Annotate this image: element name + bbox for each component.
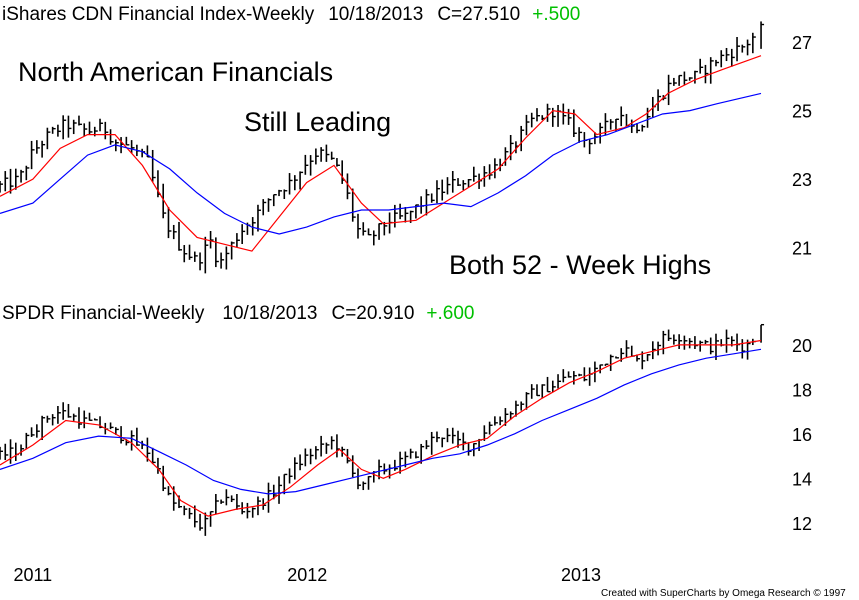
top-chart-header: iShares CDN Financial Index-Weekly 10/18/…: [2, 4, 580, 25]
bottom-chart-price-bars: [0, 323, 765, 536]
x-tick-label: 2012: [287, 565, 327, 585]
bottom-chart-change: +.600: [426, 303, 474, 324]
y-tick-label: 23: [792, 170, 812, 190]
y-tick-label: 12: [792, 514, 812, 534]
bottom-chart-y-axis: 20 18 16 14 12: [792, 336, 812, 534]
y-tick-label: 14: [792, 469, 812, 489]
top-chart-panel: iShares CDN Financial Index-Weekly 10/18/…: [0, 4, 812, 280]
y-tick-label: 21: [792, 239, 812, 259]
top-chart-title: iShares CDN Financial Index-Weekly: [2, 4, 315, 25]
bottom-chart-title: SPDR Financial-Weekly: [2, 303, 205, 324]
x-tick-label: 2013: [561, 565, 601, 585]
bottom-chart-date: 10/18/2013: [222, 303, 317, 324]
bottom-chart-close: C=20.910: [331, 303, 414, 324]
top-chart-y-axis: 27 25 23 21: [792, 33, 812, 259]
credit-footer: Created with SuperCharts by Omega Resear…: [601, 588, 846, 599]
annotation-still-leading: Still Leading: [244, 107, 391, 137]
annotation-52-week-highs: Both 52 - Week Highs: [449, 250, 711, 280]
y-tick-label: 20: [792, 336, 812, 356]
x-axis: 2011 2012 2013: [13, 565, 601, 585]
annotation-north-american: North American Financials: [18, 57, 333, 87]
bottom-chart-long-ma-line: [0, 348, 762, 495]
y-tick-label: 18: [792, 380, 812, 400]
bottom-chart-panel: SPDR Financial-Weekly 10/18/2013 C=20.910 +…: [0, 303, 812, 536]
x-tick-label: 2011: [13, 565, 52, 585]
y-tick-label: 25: [792, 102, 812, 122]
y-tick-label: 16: [792, 425, 812, 445]
top-chart-price-bars: [0, 21, 765, 274]
top-chart-long-ma-line: [0, 92, 762, 235]
top-chart-close: C=27.510: [437, 4, 520, 25]
top-chart-short-ma-line: [0, 55, 762, 252]
top-chart-date: 10/18/2013: [328, 4, 423, 25]
y-tick-label: 27: [792, 33, 812, 53]
top-chart-change: +.500: [532, 4, 580, 25]
bottom-chart-short-ma-line: [0, 339, 762, 517]
bottom-chart-header: SPDR Financial-Weekly 10/18/2013 C=20.910 +…: [2, 303, 475, 324]
